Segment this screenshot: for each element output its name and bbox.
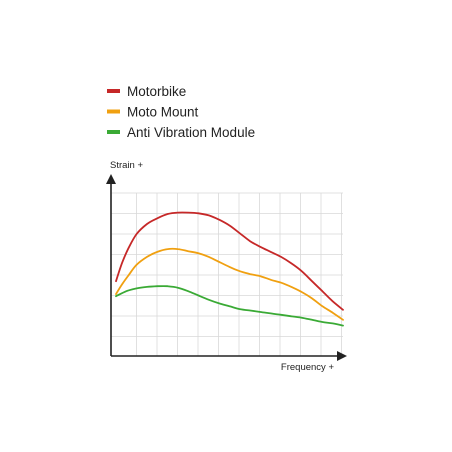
x-axis-arrow-icon [337,351,347,361]
legend-label: Motorbike [127,84,186,99]
legend-label: Anti Vibration Module [127,125,255,140]
legend-swatch [107,130,120,134]
axes: Strain + Frequency + [106,160,347,373]
legend-label: Moto Mount [127,105,199,120]
series-line-moto-mount [115,247,344,321]
y-axis-label: Strain + [110,160,143,171]
legend-swatch [107,109,120,114]
legend: Motorbike Moto Mount Anti Vibration Module [107,84,255,140]
y-axis-arrow-icon [106,174,116,184]
x-axis-label: Frequency + [281,362,335,373]
grid [111,192,343,356]
series-line-anti-vibration-module [115,285,344,327]
series-lines [115,211,344,327]
legend-swatch [107,89,120,93]
series-line-motorbike [115,211,344,311]
